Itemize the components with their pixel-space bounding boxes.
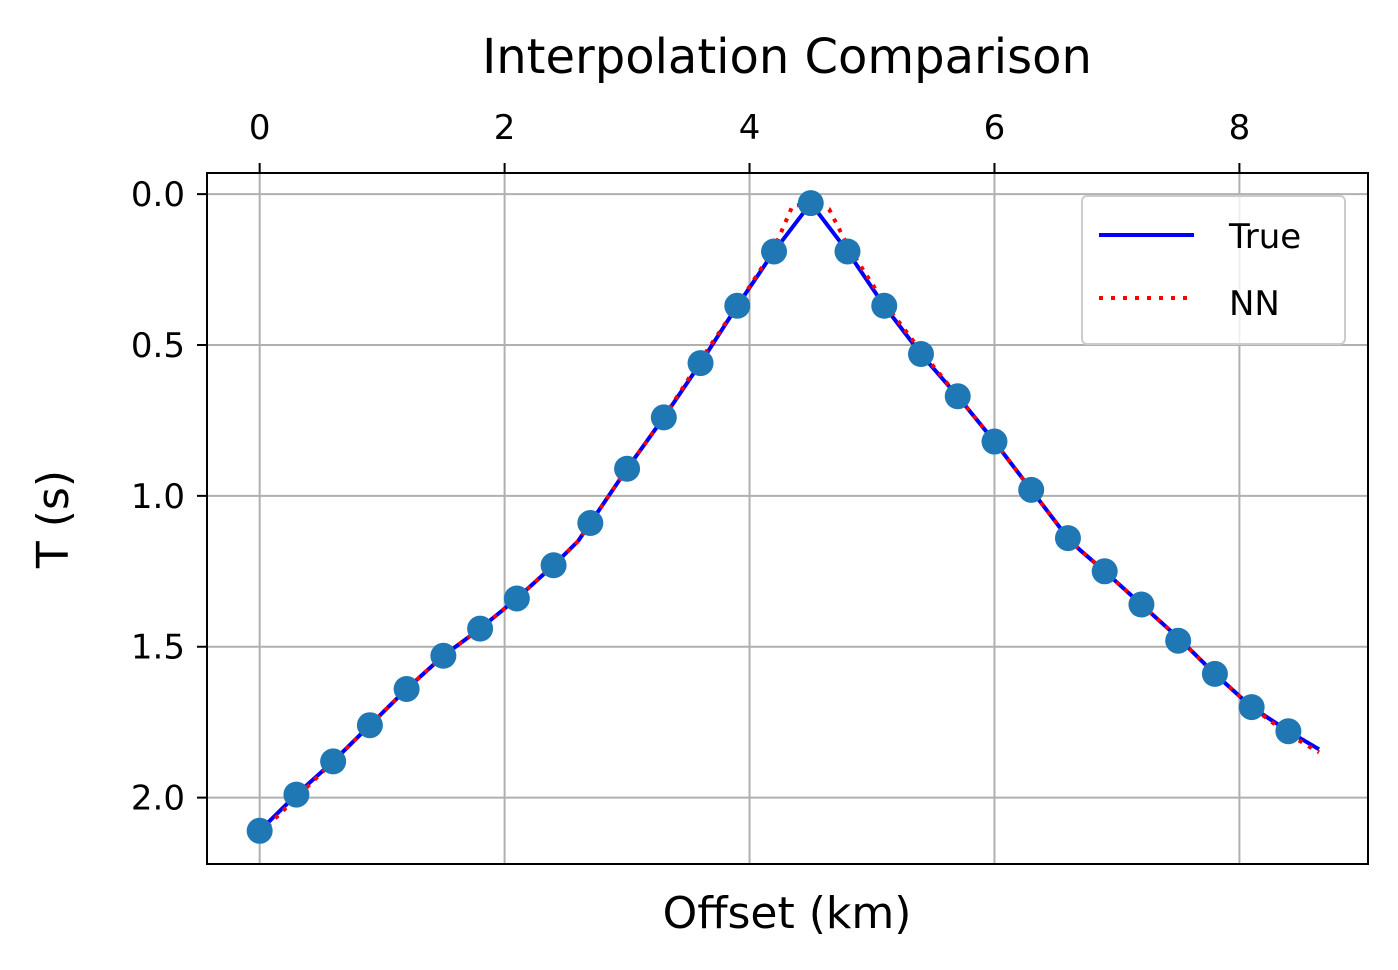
x-tick-label: 6 (984, 108, 1006, 148)
sample-point (393, 675, 420, 702)
nn-series-line (258, 201, 1321, 836)
sample-point (907, 341, 934, 368)
sample-point (356, 712, 383, 739)
chart-title: Interpolation Comparison (482, 29, 1092, 85)
legend-nn-label: NN (1229, 284, 1280, 324)
sample-point (687, 350, 714, 377)
sample-point (1128, 591, 1155, 618)
y-axis-label: T (s) (28, 470, 79, 569)
sample-point (834, 238, 861, 265)
axis-ticks: 0 2 4 6 8 0.0 0.5 1.0 1.5 2.0 (131, 108, 1250, 819)
sample-point (1165, 627, 1192, 654)
legend-box (1081, 195, 1346, 345)
x-tick-label: 0 (249, 108, 271, 148)
sample-point (467, 615, 494, 642)
legend: True NN (1081, 195, 1346, 345)
sample-point (650, 404, 677, 431)
sample-point (614, 455, 641, 482)
x-tick-label: 2 (494, 108, 516, 148)
y-tick-label: 1.5 (131, 628, 185, 668)
y-tick-label: 1.0 (131, 477, 185, 517)
sample-point (503, 585, 530, 612)
sample-point (871, 292, 898, 319)
sample-point (1054, 525, 1081, 552)
sample-point (430, 642, 457, 669)
sample-point (1091, 558, 1118, 585)
sample-point (981, 428, 1008, 455)
sample-point (577, 510, 604, 537)
sample-point (797, 190, 824, 217)
plot-frame (206, 172, 1369, 865)
sample-point (1018, 476, 1045, 503)
sample-points (246, 190, 1302, 844)
y-tick-label: 0.0 (131, 175, 185, 215)
legend-true-label: True (1228, 217, 1301, 257)
sample-point (1275, 718, 1302, 745)
sample-point (724, 292, 751, 319)
y-tick-label: 0.5 (131, 326, 185, 366)
sample-point (1238, 694, 1265, 721)
sample-point (540, 552, 567, 579)
sample-point (283, 781, 310, 808)
sample-point (246, 817, 273, 844)
sample-point (320, 748, 347, 775)
x-tick-label: 4 (739, 108, 761, 148)
y-tick-label: 2.0 (131, 779, 185, 819)
sample-point (1201, 660, 1228, 687)
x-tick-label: 8 (1229, 108, 1251, 148)
sample-point (761, 238, 788, 265)
x-axis-label: Offset (km) (663, 888, 912, 939)
sample-point (944, 383, 971, 410)
